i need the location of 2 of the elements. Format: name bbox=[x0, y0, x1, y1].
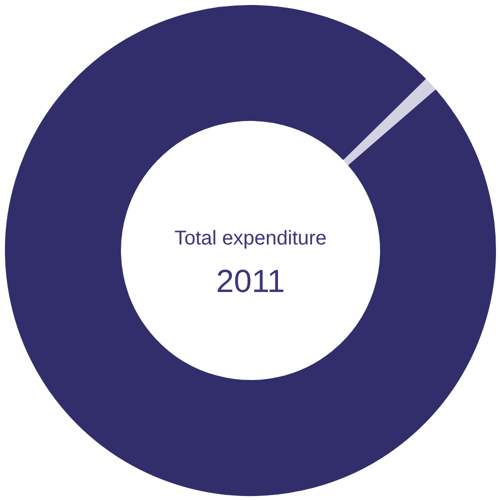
text: 2011 bbox=[216, 263, 285, 299]
text: Total expenditure bbox=[174, 228, 327, 250]
